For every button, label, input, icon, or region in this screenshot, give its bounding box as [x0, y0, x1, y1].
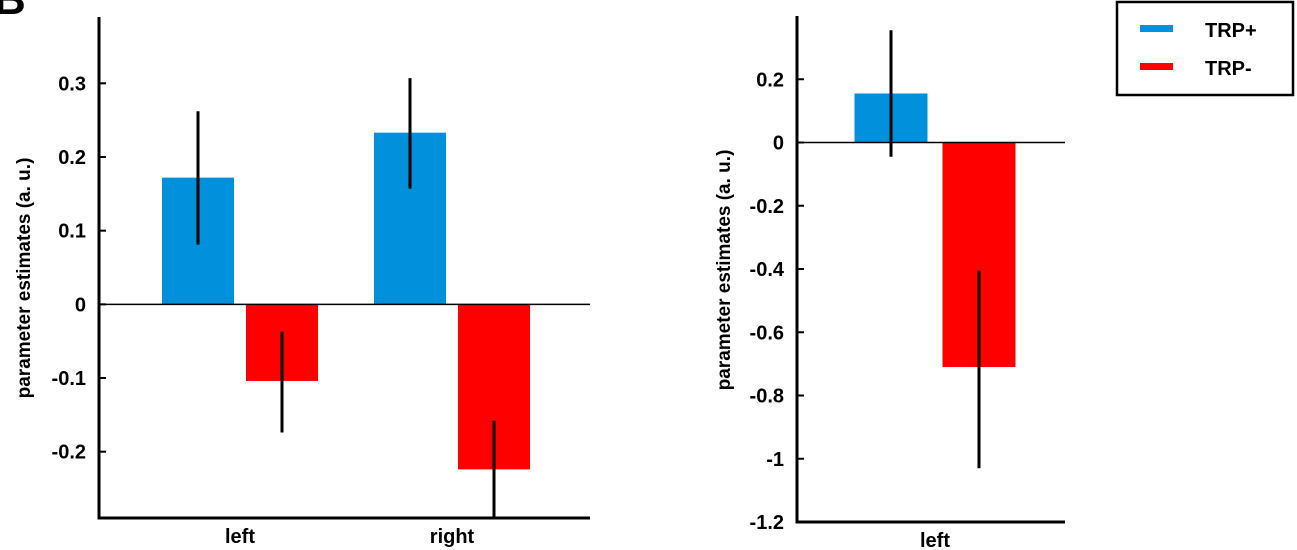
legend-swatch-trp-minus: [1140, 63, 1173, 70]
legend-box: [1115, 0, 1295, 97]
x-tick-group: left: [920, 530, 950, 550]
y-axis-label: parameter estimates (a. u.): [14, 158, 35, 399]
panel-letter: B: [0, 0, 26, 24]
y-tick-label: 0.1: [58, 221, 86, 243]
y-tick-label: 0.3: [58, 73, 86, 95]
chart-left-panel: 0.3 0.2 0.1 0 -0.1 -0.2 left right parameter e…: [14, 17, 590, 548]
y-tick-group: 0.2 0 -0.2 -0.4 -0.6 -0.8 -1 -1.2: [750, 69, 804, 534]
bar-group: [854, 93, 1016, 368]
y-tick-label: 0.2: [756, 69, 784, 91]
legend-label-trp-plus: TRP+: [1205, 20, 1257, 42]
x-tick-label: left: [225, 526, 255, 548]
chart-right-panel: 0.2 0 -0.2 -0.4 -0.6 -0.8 -1 -1.2 left paramete…: [714, 16, 1065, 550]
y-tick-label: -0.2: [52, 442, 86, 464]
x-tick-group: left right: [225, 526, 475, 548]
y-tick-label: -0.1: [52, 368, 86, 390]
x-tick-label: left: [920, 530, 950, 550]
x-tick-label: right: [430, 526, 475, 548]
error-bar-group: [889, 30, 981, 469]
y-tick-label: 0: [75, 294, 86, 316]
y-tick-label: -0.2: [750, 196, 784, 218]
y-axis-label: parameter estimates (a. u.): [714, 150, 735, 391]
legend-label-trp-minus: TRP-: [1205, 58, 1252, 80]
legend: TRP+ TRP-: [1115, 0, 1295, 97]
y-tick-label: 0: [773, 133, 784, 155]
y-tick-group: 0.3 0.2 0.1 0 -0.1 -0.2: [52, 73, 106, 464]
y-tick-label: -0.8: [750, 386, 784, 408]
error-bar-group: [196, 78, 496, 518]
y-tick-label: -0.4: [750, 259, 785, 281]
legend-swatch-trp-plus: [1140, 25, 1173, 32]
y-tick-label: -1.2: [750, 512, 784, 534]
bar-group: [162, 132, 530, 470]
y-tick-label: 0.2: [58, 147, 86, 169]
y-tick-label: -1: [766, 449, 784, 471]
y-tick-label: -0.6: [750, 322, 784, 344]
